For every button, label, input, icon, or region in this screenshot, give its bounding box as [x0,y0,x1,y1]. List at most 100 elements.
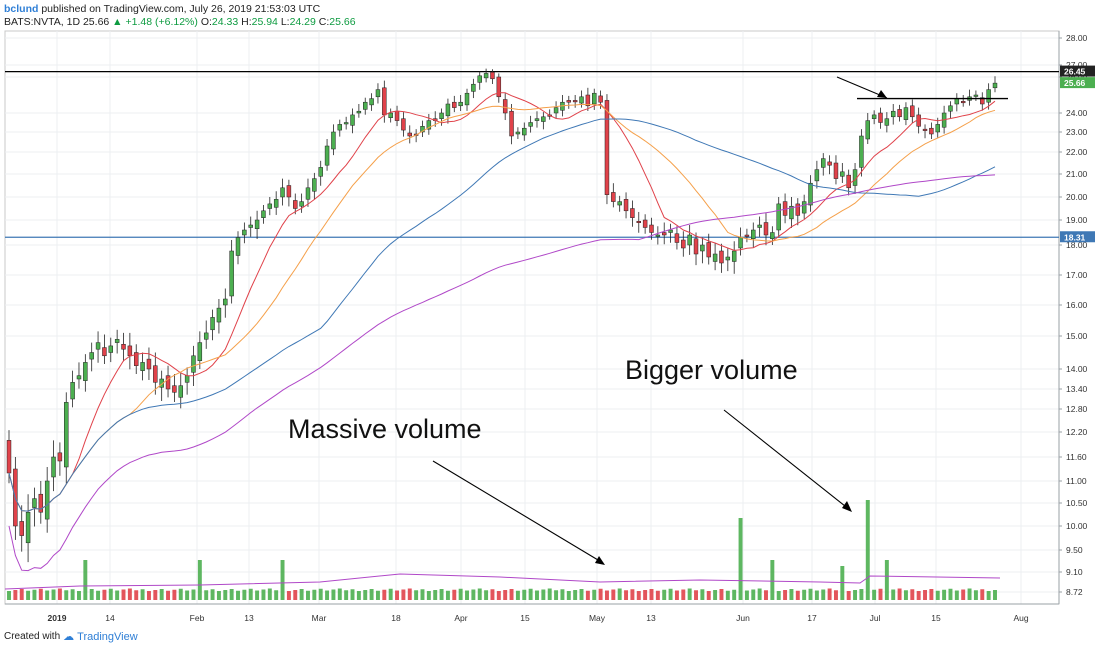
candle-body[interactable] [114,339,120,343]
volume-bar[interactable] [624,590,629,600]
candle-body[interactable] [865,120,870,140]
volume-bar[interactable] [611,589,616,601]
candle-body[interactable] [502,99,508,114]
volume-bar[interactable] [935,590,940,600]
candle-body[interactable] [871,114,877,119]
candle-body[interactable] [102,347,107,357]
candle-body[interactable] [738,237,743,249]
volume-bar[interactable] [401,589,406,601]
candle-body[interactable] [439,112,444,119]
volume-bar[interactable] [337,588,342,601]
candle-body[interactable] [585,94,591,107]
volume-bar[interactable] [420,589,425,600]
candle-body[interactable] [464,92,470,106]
candle-body[interactable] [318,167,323,177]
candle-body[interactable] [509,110,514,137]
volume-bar[interactable] [713,590,718,600]
volume-bar[interactable] [662,589,667,600]
candle-body[interactable] [420,126,425,133]
volume-bar[interactable] [356,591,361,600]
candle-body[interactable] [153,365,158,383]
candle-body[interactable] [223,298,228,306]
volume-bar[interactable] [903,590,908,600]
volume-bar[interactable] [299,589,304,600]
candle-body[interactable] [477,75,482,83]
candle-body[interactable] [592,92,597,105]
candle-body[interactable] [655,234,661,237]
candle-body[interactable] [725,256,731,261]
candle-body[interactable] [814,169,820,182]
volume-bar[interactable] [229,589,234,600]
candle-body[interactable] [445,103,451,117]
candle-body[interactable] [172,385,177,393]
candle-body[interactable] [661,232,667,236]
candle-body[interactable] [19,521,24,536]
candle-body[interactable] [140,362,145,371]
volume-bar[interactable] [592,589,597,600]
candle-body[interactable] [700,244,705,252]
volume-bar[interactable] [248,588,253,600]
candle-body[interactable] [197,342,203,362]
volume-bar[interactable] [509,589,514,600]
volume-bar[interactable] [719,589,724,600]
volume-bar[interactable] [280,560,285,600]
candle-body[interactable] [343,122,349,125]
volume-bar[interactable] [897,588,902,601]
volume-bar[interactable] [197,560,202,600]
candle-body[interactable] [929,127,934,135]
volume-bar[interactable] [452,589,457,600]
candle-body[interactable] [515,131,521,135]
candle-body[interactable] [242,229,247,236]
candle-body[interactable] [483,73,489,79]
candle-body[interactable] [846,174,851,189]
volume-bar[interactable] [382,589,387,600]
volume-bar[interactable] [484,590,489,600]
volume-bar[interactable] [993,590,997,600]
candle-body[interactable] [623,199,629,212]
candle-body[interactable] [356,110,362,114]
candle-body[interactable] [293,200,298,209]
volume-bar[interactable] [38,588,43,600]
candle-body[interactable] [229,250,234,297]
candle-body[interactable] [64,402,69,468]
candle-body[interactable] [751,229,756,239]
candle-body[interactable] [426,120,432,130]
volume-bar[interactable] [515,590,520,600]
volume-bar[interactable] [808,588,813,600]
ma-line-blue[interactable] [8,118,996,512]
candle-body[interactable] [331,131,336,150]
candle-body[interactable] [744,234,750,237]
volume-bar[interactable] [528,588,533,600]
volume-bar[interactable] [878,588,883,600]
candle-body[interactable] [458,101,463,107]
volume-bar[interactable] [865,500,870,600]
candle-body[interactable] [25,511,31,544]
volume-bar[interactable] [751,589,756,601]
volume-bar[interactable] [929,589,934,600]
ma-line-purple[interactable] [8,174,996,572]
candle-body[interactable] [235,237,241,256]
candle-body[interactable] [617,201,622,206]
candle-body[interactable] [611,192,616,202]
candle-body[interactable] [808,182,813,206]
candle-body[interactable] [210,317,215,331]
volume-bar[interactable] [668,588,673,600]
volume-bar[interactable] [57,588,62,601]
candle-body[interactable] [719,250,724,264]
candle-body[interactable] [286,185,292,198]
volume-bar[interactable] [604,590,609,601]
volume-bar[interactable] [942,589,947,600]
volume-bar[interactable] [32,589,37,600]
volume-bar[interactable] [64,590,69,600]
candle-body[interactable] [471,83,476,92]
candle-body[interactable] [280,187,285,198]
candle-body[interactable] [407,132,412,137]
candle-body[interactable] [490,71,495,80]
volume-bar[interactable] [267,588,272,601]
volume-bar[interactable] [216,591,221,600]
candle-body[interactable] [146,358,152,370]
candle-body[interactable] [770,232,775,239]
candle-body[interactable] [305,187,311,200]
volume-bar[interactable] [535,590,539,601]
ma-line-red[interactable] [8,92,996,512]
